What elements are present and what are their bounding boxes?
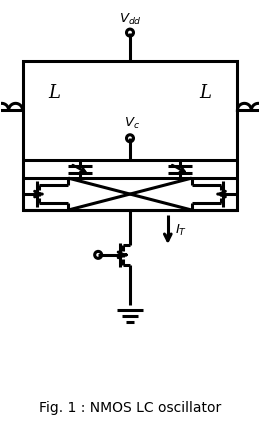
- Text: $I_T$: $I_T$: [175, 224, 187, 239]
- Text: Fig. 1 : NMOS LC oscillator: Fig. 1 : NMOS LC oscillator: [39, 401, 221, 415]
- Text: $V_c$: $V_c$: [124, 116, 140, 131]
- Bar: [23, 61, 237, 210]
- Text: L: L: [48, 84, 60, 102]
- Text: L: L: [200, 84, 212, 102]
- Text: $V_{dd}$: $V_{dd}$: [119, 12, 141, 27]
